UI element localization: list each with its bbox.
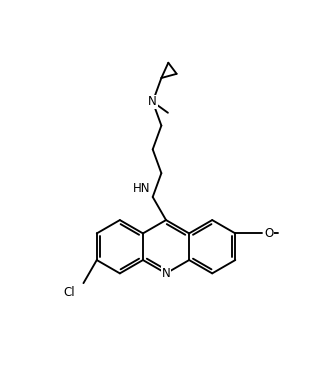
- Text: N: N: [148, 95, 157, 108]
- Text: Cl: Cl: [63, 286, 75, 299]
- Text: HN: HN: [133, 182, 151, 195]
- Text: O: O: [264, 227, 273, 240]
- Text: N: N: [162, 267, 170, 280]
